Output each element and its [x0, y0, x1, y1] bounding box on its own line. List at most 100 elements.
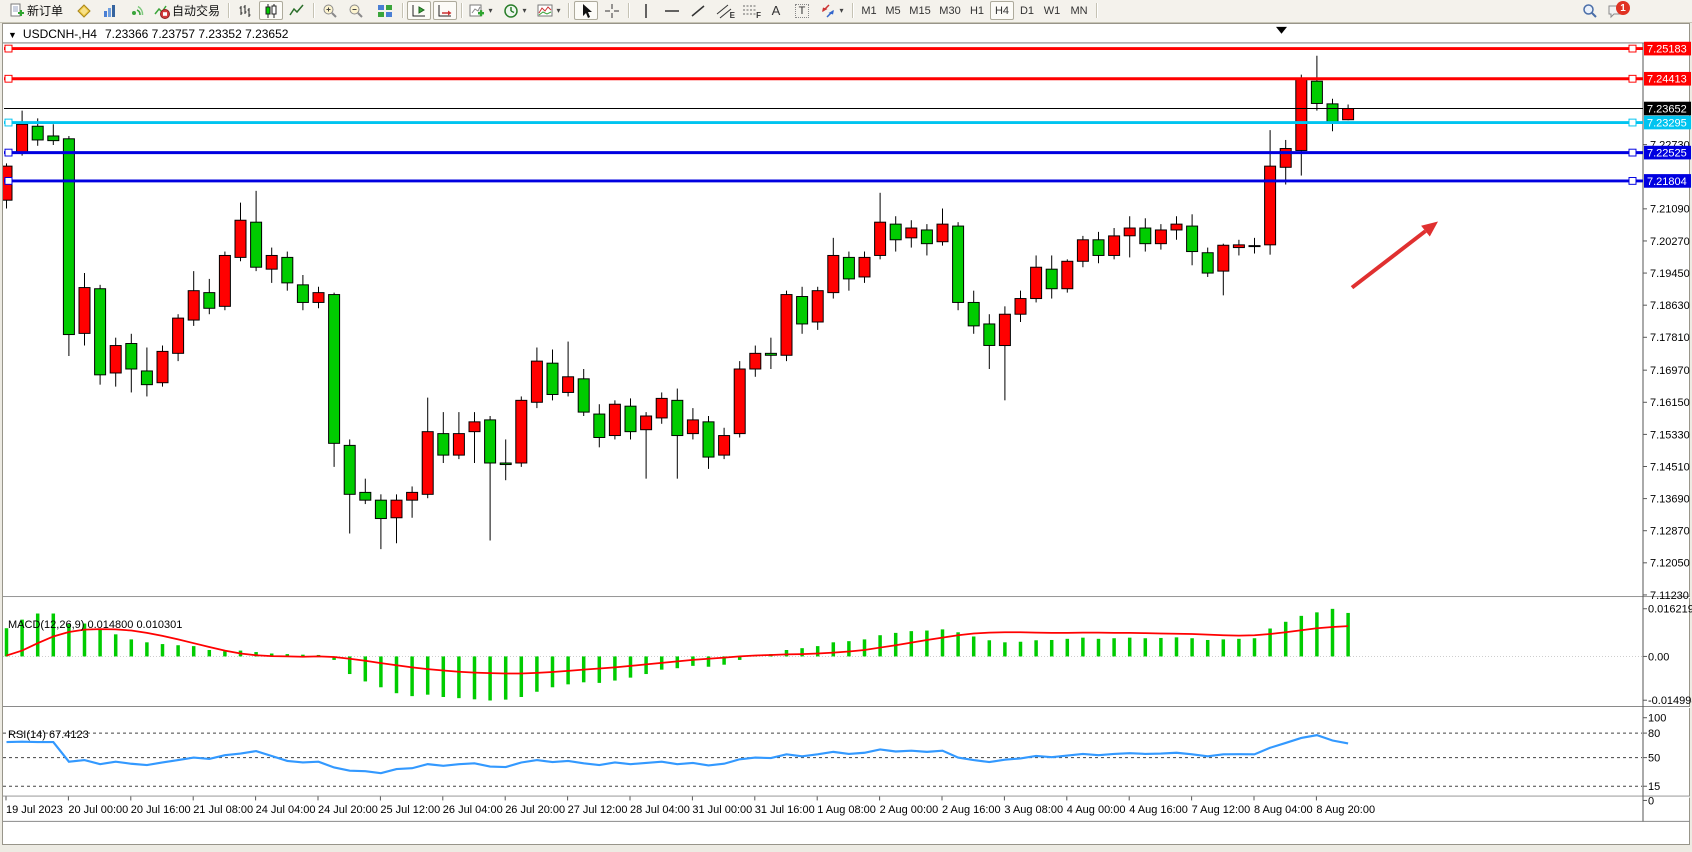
svg-text:7.15330: 7.15330 [1650, 429, 1690, 441]
svg-text:26 Jul 20:00: 26 Jul 20:00 [505, 804, 565, 816]
arrows-tool-button[interactable]: ▾ [816, 1, 848, 20]
timeframe-label: H4 [994, 4, 1010, 17]
timeframe-mn-button[interactable]: MN [1066, 1, 1092, 20]
vertical-line-button[interactable] [634, 1, 658, 20]
svg-text:8 Aug 20:00: 8 Aug 20:00 [1316, 804, 1375, 816]
rsi-label: RSI(14) 67.4123 [8, 729, 89, 741]
rsi-pane [3, 732, 1642, 787]
timeframe-d1-button[interactable]: D1 [1016, 1, 1038, 20]
macd-axis[interactable]: 0.016219 0.00 -0.014998 [1643, 604, 1692, 707]
fibonacci-icon [743, 5, 757, 14]
fibonacci-button[interactable]: F [738, 1, 762, 20]
price-badge: 7.22525 [1644, 145, 1691, 159]
market-depth-icon [104, 4, 115, 17]
quotes-button[interactable] [72, 1, 96, 20]
timeframe-m30-button[interactable]: M30 [936, 1, 964, 20]
timeframe-m1-button[interactable]: M1 [858, 1, 880, 20]
toolbar-separator [1096, 3, 1098, 18]
signal-icon [132, 5, 144, 15]
toolbar-separator [461, 3, 463, 18]
new-order-button[interactable]: 新订单 [4, 1, 68, 20]
price-level-line[interactable] [4, 74, 1643, 83]
bar-chart-icon [239, 4, 251, 17]
price-level-line[interactable] [4, 44, 1643, 53]
tile-windows-icon [378, 4, 392, 17]
toolbar-separator [228, 3, 230, 18]
equidistant-channel-icon [716, 4, 732, 18]
chart-shift-marker[interactable] [1276, 26, 1287, 34]
price-level-line[interactable] [4, 177, 1643, 185]
price-level-line[interactable] [4, 118, 1643, 127]
horizontal-line-button[interactable] [660, 1, 684, 20]
chart-shift-icon [438, 4, 452, 16]
chart-shift-button[interactable] [433, 1, 457, 20]
quotes-icon [77, 3, 91, 18]
text-tool-button[interactable]: A [764, 1, 788, 20]
line-chart-icon [289, 4, 304, 15]
zoom-out-button[interactable] [344, 1, 368, 20]
svg-text:31 Jul 16:00: 31 Jul 16:00 [755, 804, 815, 816]
candles [3, 55, 1355, 550]
auto-trading-button[interactable]: 自动交易 [150, 1, 224, 20]
crosshair-button[interactable] [600, 1, 624, 20]
macd-name: MACD(12,26,9) [8, 619, 85, 631]
svg-text:31 Jul 00:00: 31 Jul 00:00 [692, 804, 752, 816]
svg-text:7.16150: 7.16150 [1650, 397, 1690, 409]
periods-button[interactable]: ▾ [500, 1, 530, 20]
notification-count: 1 [1620, 2, 1626, 14]
collapse-icon[interactable]: ▼ [8, 30, 17, 40]
candlestick-chart-button[interactable] [259, 1, 283, 20]
chart-canvas[interactable]: 7.22730 7.21090 7.20270 7.19450 7.18630 7.178… [0, 23, 1692, 852]
channel-sub-label: E [729, 11, 735, 20]
zoom-in-button[interactable] [318, 1, 342, 20]
svg-text:7.22730: 7.22730 [1650, 140, 1690, 152]
zoom-in-icon [323, 4, 337, 18]
price-axis[interactable]: 7.22730 7.21090 7.20270 7.19450 7.18630 7.178… [1643, 41, 1691, 602]
templates-button[interactable]: ▾ [534, 1, 564, 20]
svg-text:4 Aug 00:00: 4 Aug 00:00 [1067, 804, 1126, 816]
vertical-line-icon [645, 3, 647, 18]
timeframe-m15-button[interactable]: M15 [906, 1, 934, 20]
search-icon [1583, 3, 1597, 18]
timeframe-h4-button[interactable]: H4 [990, 1, 1014, 20]
svg-text:28 Jul 04:00: 28 Jul 04:00 [630, 804, 690, 816]
time-axis[interactable]: 19 Jul 2023 20 Jul 00:00 20 Jul 16:00 21 Ju… [5, 796, 1375, 816]
trend-arrow-annotation[interactable] [1350, 221, 1438, 290]
price-badge: 7.21804 [1644, 174, 1691, 188]
trendline-button[interactable] [686, 1, 710, 20]
cursor-button[interactable] [574, 1, 598, 20]
price-level-line[interactable] [4, 148, 1643, 157]
timeframe-m5-button[interactable]: M5 [882, 1, 904, 20]
market-depth-button[interactable] [98, 1, 122, 20]
equidistant-channel-button[interactable]: E [712, 1, 736, 20]
notification-badge[interactable]: 1 [1616, 1, 1630, 15]
timeframe-label: M1 [861, 4, 877, 17]
chart-title: ▼ USDCNH-,H4 7.23366 7.23757 7.23352 7.236… [8, 27, 288, 41]
svg-text:7.13690: 7.13690 [1650, 494, 1690, 506]
svg-text:7.16970: 7.16970 [1650, 365, 1690, 377]
timeframe-label: MN [1070, 4, 1088, 17]
line-chart-button[interactable] [285, 1, 309, 20]
timeframe-label: M15 [909, 4, 931, 17]
svg-text:100: 100 [1648, 713, 1666, 725]
auto-scroll-button[interactable] [407, 1, 431, 20]
svg-text:0: 0 [1648, 795, 1654, 807]
timeframe-w1-button[interactable]: W1 [1040, 1, 1064, 20]
signal-button[interactable] [124, 1, 148, 20]
svg-text:7.11230: 7.11230 [1650, 590, 1689, 602]
timeframe-h1-button[interactable]: H1 [966, 1, 988, 20]
macd-signal-value: 0.010301 [136, 619, 183, 631]
indicators-button[interactable]: ▾ [466, 1, 496, 20]
toolbar-separator [568, 3, 570, 18]
search-button[interactable] [1578, 1, 1602, 20]
text-label-tool-button[interactable]: T [790, 1, 814, 20]
tile-windows-button[interactable] [372, 1, 398, 20]
svg-text:25 Jul 12:00: 25 Jul 12:00 [380, 804, 440, 816]
bar-chart-button[interactable] [233, 1, 257, 20]
svg-text:19 Jul 2023: 19 Jul 2023 [6, 804, 63, 816]
price-badge: 7.25183 [1644, 41, 1691, 55]
svg-text:8 Aug 04:00: 8 Aug 04:00 [1254, 804, 1313, 816]
macd-main-value: 0.014800 [87, 619, 134, 631]
toolbar-separator [313, 3, 315, 18]
rsi-axis[interactable]: 100 80 50 15 0 [1643, 713, 1666, 808]
